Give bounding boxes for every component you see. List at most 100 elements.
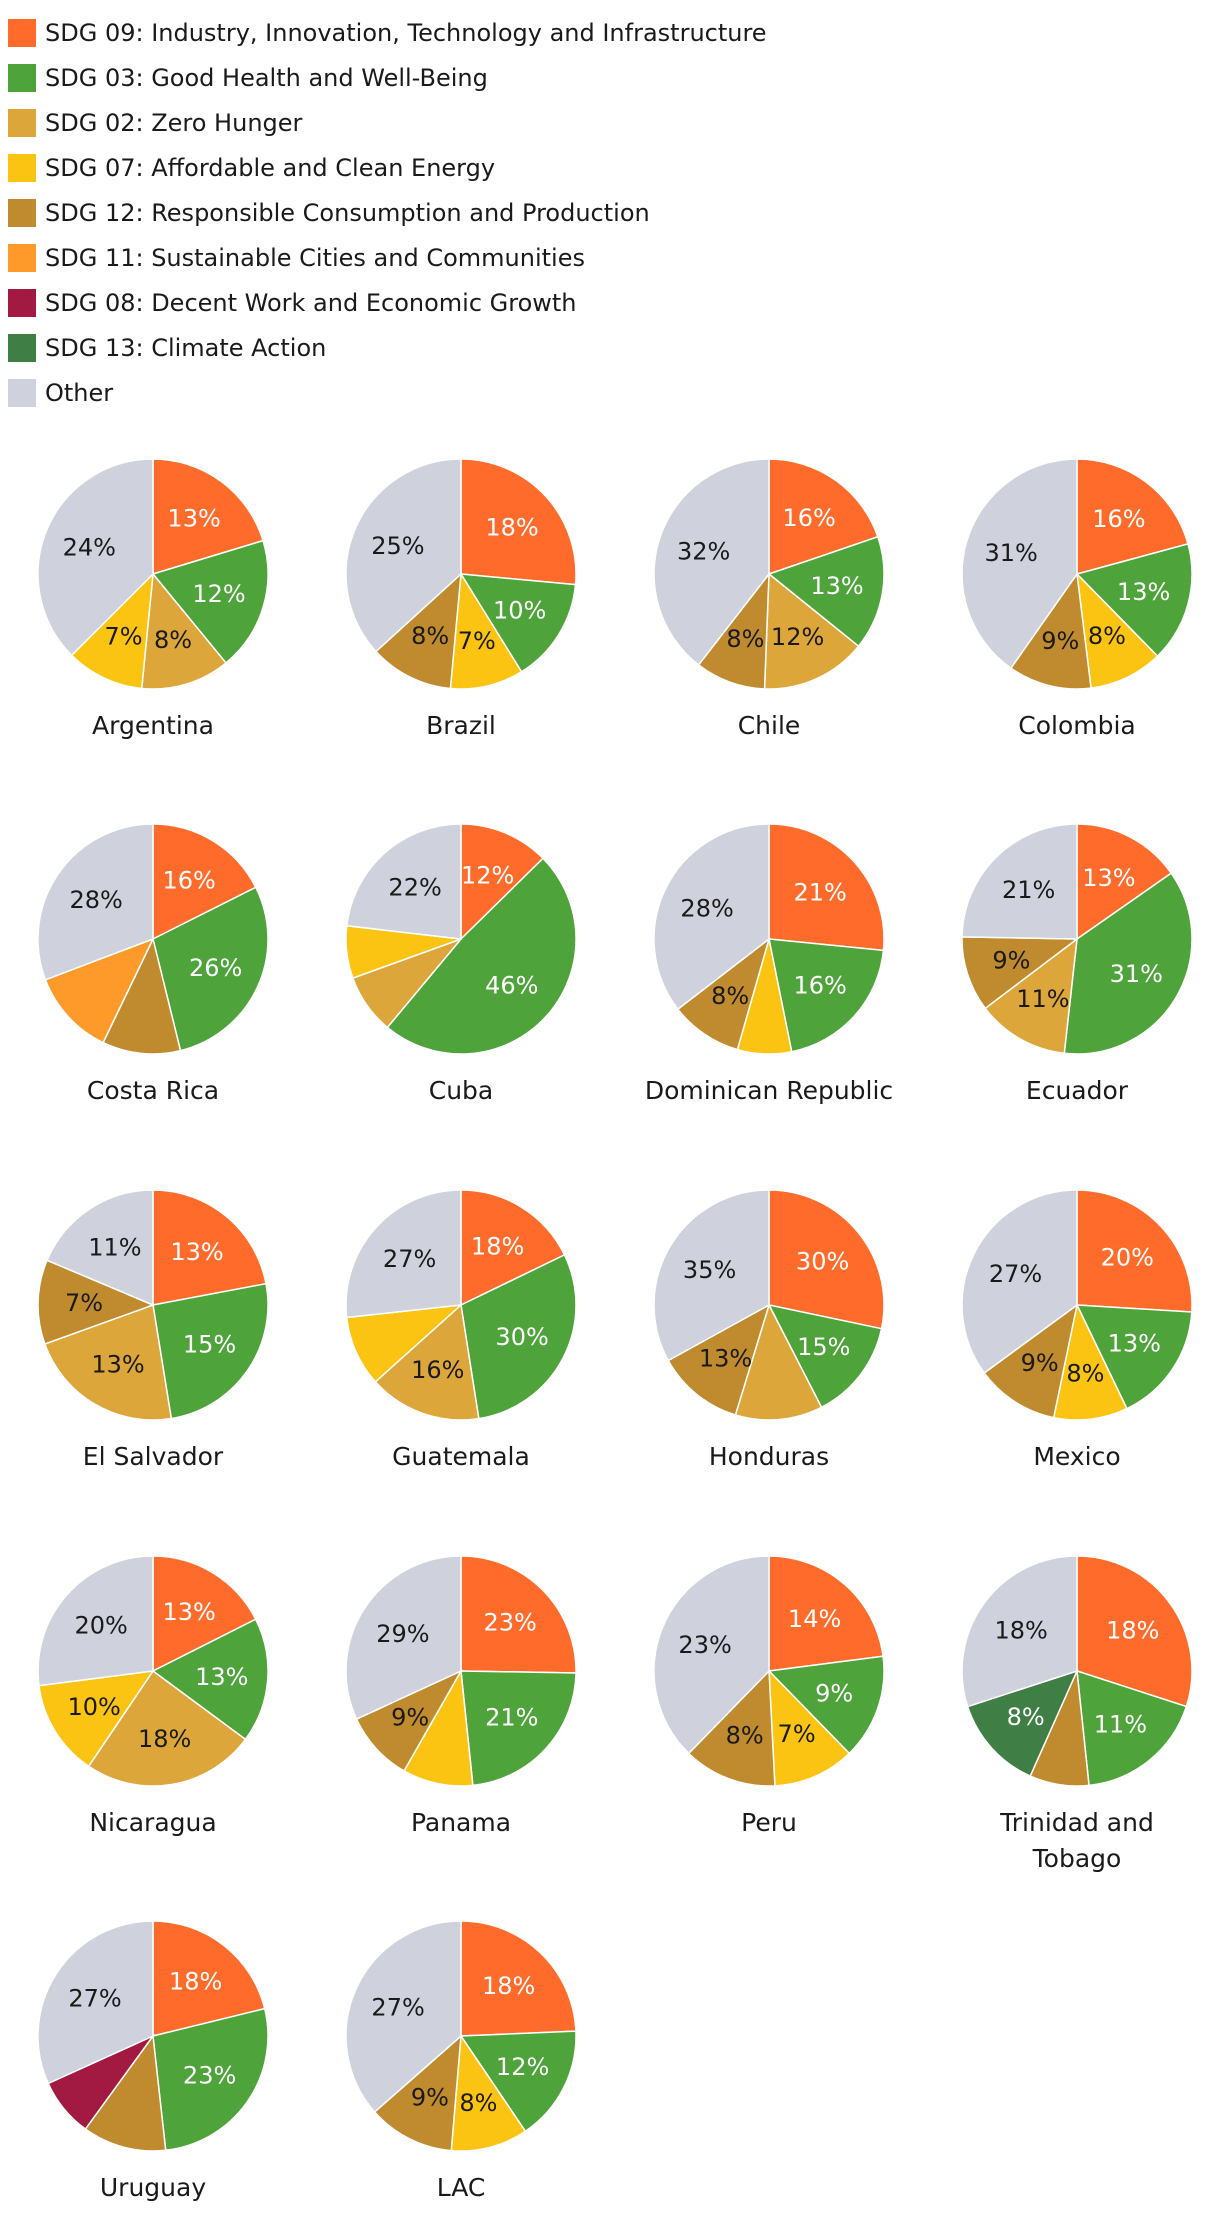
slice-label: 32% [677, 538, 730, 566]
pie-slice-sdg07 [38, 1670, 155, 1768]
pie-el-salvador: 13% 15% 13% 7% 11% El Salvador [37, 1189, 269, 1471]
pie-uruguay: 18% 23% 27% Uruguay [37, 1920, 269, 2202]
legend-label: SDG 03: Good Health and Well-Being [45, 63, 488, 92]
pie-slice-other [37, 823, 154, 981]
slice-label: 30% [495, 1323, 548, 1351]
slice-label: 20% [75, 1611, 128, 1639]
pie-slice-sdg02 [763, 572, 860, 690]
slice-label: 9% [992, 946, 1030, 974]
pie-slice-sdg09 [460, 458, 577, 586]
pie-slice-other [345, 458, 462, 653]
pie-slice-other [961, 823, 1078, 940]
legend-swatch [8, 18, 36, 47]
pie-slice-sdg09 [1076, 458, 1189, 575]
pie-slice-sdg12 [676, 937, 771, 1051]
slice-label: 18% [995, 1616, 1048, 1644]
pie-title: Nicaragua [89, 1808, 216, 1837]
pie-title: Costa Rica [87, 1076, 219, 1105]
slice-label: 23% [484, 1609, 537, 1637]
pie-slice-sdg03 [1076, 1669, 1188, 1787]
slice-label: 35% [683, 1256, 736, 1284]
pie-slice-sdg03 [152, 1282, 269, 1420]
slice-label: 18% [138, 1725, 191, 1753]
pie-slice-sdg12 [102, 936, 182, 1055]
pie-slice-sdg09 [152, 1920, 266, 2037]
pie-slice-sdg09 [460, 1555, 577, 1674]
pie-slice-other [345, 1920, 462, 2114]
pie-title: Argentina [92, 711, 214, 740]
pie-title: Peru [741, 1808, 797, 1837]
pie-slice-sdg09 [768, 1189, 885, 1330]
slice-label: 23% [678, 1631, 731, 1659]
pie-slice-sdg03 [151, 539, 269, 664]
pie-slice-other [961, 458, 1078, 670]
pie-argentina: 13% 12%8% 7% 24% Argentina [37, 458, 269, 740]
pie-slice-sdg02 [43, 1303, 173, 1421]
slice-label: 13% [1117, 578, 1170, 606]
legend-swatch [8, 288, 36, 317]
pie-title: Panama [411, 1808, 511, 1837]
pie-dominican-republic: 21% 16% 8% 28% Dominican Republic [645, 823, 893, 1105]
slice-label: 13% [195, 1663, 248, 1691]
pie-slice-sdg09 [460, 1920, 577, 2037]
slice-label: 7% [458, 627, 496, 655]
legend-label: SDG 09: Industry, Innovation, Technology… [45, 18, 767, 47]
slice-label: 21% [794, 879, 847, 907]
pie-slice-sdg03 [767, 1303, 883, 1409]
slice-label: 18% [1106, 1616, 1159, 1644]
slice-label: 18% [169, 1968, 222, 1996]
legend-label: SDG 02: Zero Hunger [45, 108, 303, 137]
legend-swatch [8, 108, 36, 137]
slice-label: 21% [1002, 876, 1055, 904]
legend-item-sdg02: SDG 02: Zero Hunger [8, 100, 767, 145]
legend-swatch [8, 333, 36, 362]
slice-label: 9% [1021, 1349, 1059, 1377]
pie-slice-sdg11 [44, 937, 155, 1044]
slice-label: 31% [1110, 960, 1163, 988]
legend-item-sdg03: SDG 03: Good Health and Well-Being [8, 55, 767, 100]
slice-label: 31% [985, 539, 1038, 567]
pie-slice-sdg09 [152, 1555, 257, 1673]
pie-slice-sdg03 [1075, 1304, 1193, 1410]
pie-mexico: 20% 13%8%9% 27% Mexico [961, 1189, 1193, 1471]
pie-slice-sdg03 [151, 1618, 269, 1741]
pie-slice-sdg09 [768, 458, 879, 576]
pie-slice-sdg07 [1052, 1302, 1128, 1421]
slice-label: 13% [1082, 864, 1135, 892]
legend-swatch [8, 378, 36, 407]
pie-slice-sdg02 [734, 1303, 823, 1421]
pie-costa-rica: 16% 26% 28% Costa Rica [37, 823, 269, 1105]
pie-guatemala: 18% 30% 16% 27% Guatemala [345, 1189, 577, 1471]
pie-slice-sdg09 [1076, 1555, 1193, 1708]
legend-label: SDG 07: Affordable and Clean Energy [45, 153, 496, 182]
slice-label: 8% [411, 622, 449, 650]
slice-label: 26% [189, 954, 242, 982]
slice-label: 24% [63, 534, 116, 562]
pie-slice-sdg09 [460, 1189, 566, 1307]
pie-slice-other [653, 823, 770, 1011]
slice-label: 18% [485, 514, 538, 542]
legend-item-sdg07: SDG 07: Affordable and Clean Energy [8, 145, 767, 190]
legend-item-sdg09: SDG 09: Industry, Innovation, Technology… [8, 10, 767, 55]
pie-title: Chile [738, 711, 801, 740]
pie-slice-sdg03 [459, 2030, 577, 2133]
legend-item-sdg13: SDG 13: Climate Action [8, 325, 767, 370]
slice-label: 27% [383, 1245, 436, 1273]
slice-label: 13% [810, 572, 863, 600]
slice-label: 13% [167, 505, 220, 533]
slice-label: 11% [1094, 1711, 1147, 1739]
legend-label: SDG 13: Climate Action [45, 333, 327, 362]
pie-slice-sdg03 [1075, 542, 1193, 658]
slice-label: 12% [192, 580, 245, 608]
slice-label: 13% [699, 1345, 752, 1373]
legend-swatch [8, 153, 36, 182]
pie-title: Mexico [1033, 1442, 1120, 1471]
slice-label: 18% [482, 1972, 535, 2000]
pie-panama: 23% 21% 9% 29% Panama [345, 1555, 577, 1837]
slice-label: 16% [411, 1356, 464, 1384]
pie-brazil: 18% 10% 7% 8% 25% Brazil [345, 458, 577, 740]
legend-swatch [8, 198, 36, 227]
pie-title: El Salvador [83, 1442, 224, 1471]
slice-label: 23% [183, 2062, 236, 2090]
pie-slice-other [653, 1189, 770, 1362]
